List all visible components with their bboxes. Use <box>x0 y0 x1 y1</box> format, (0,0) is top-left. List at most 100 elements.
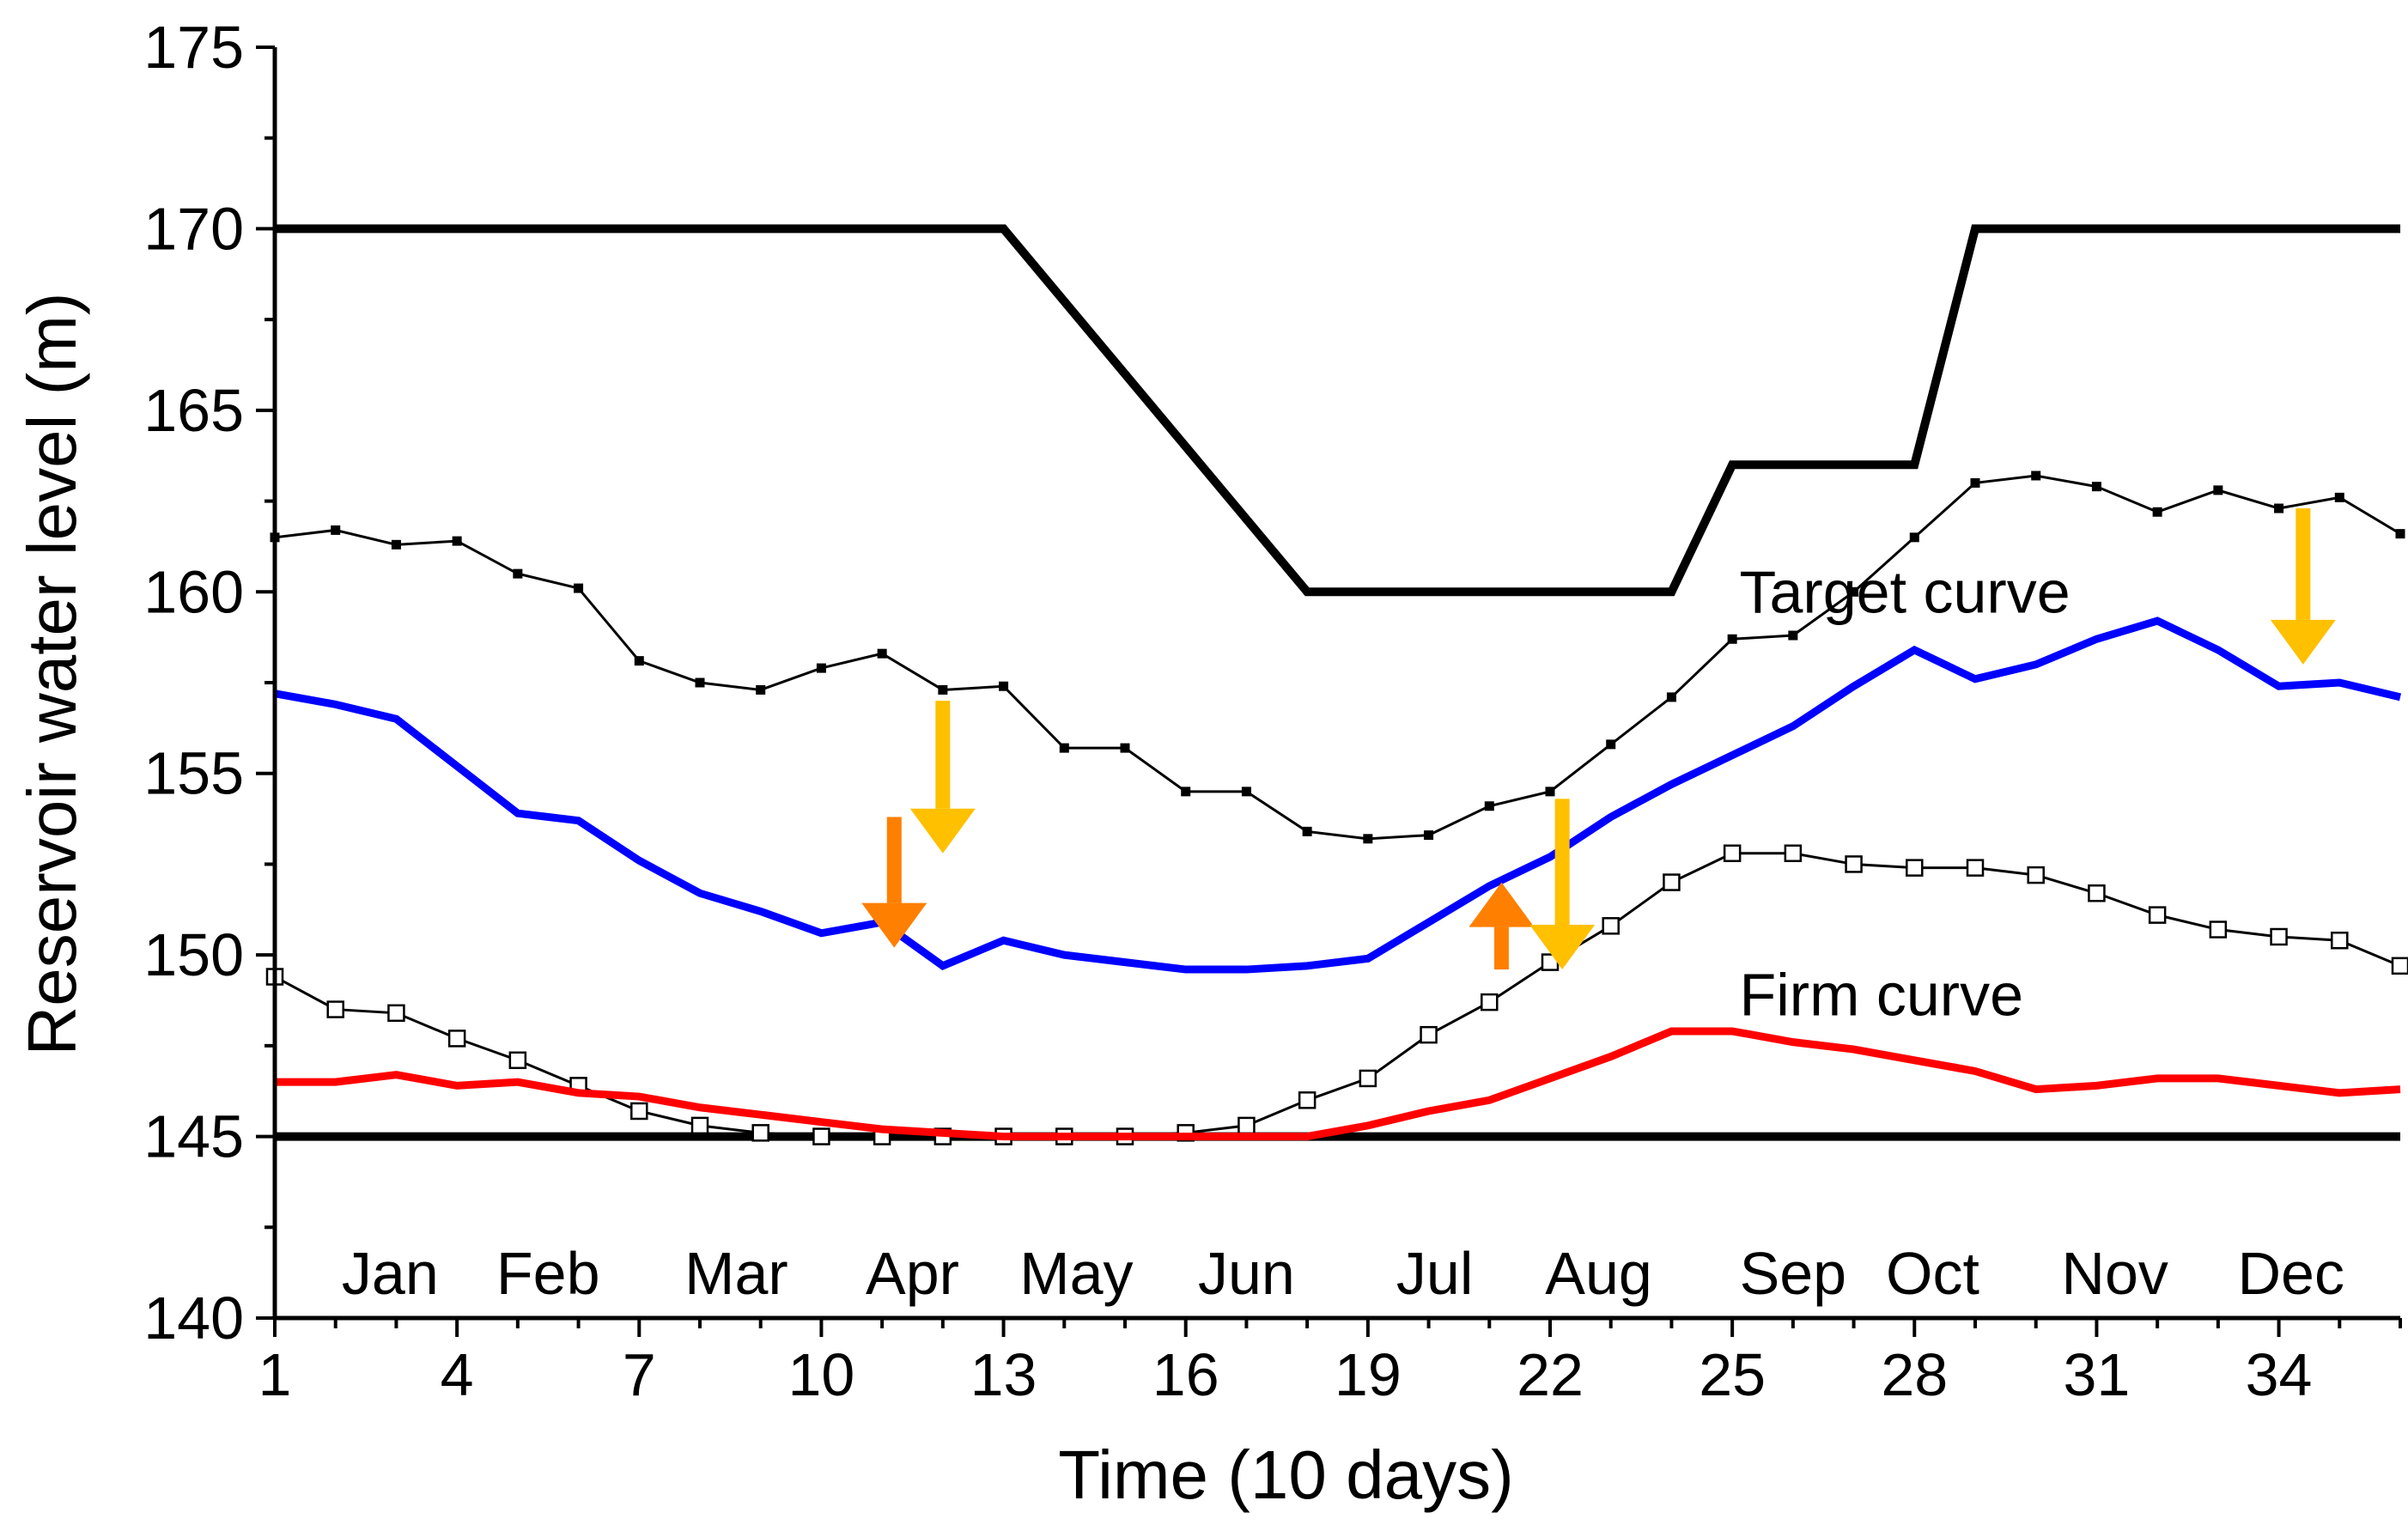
arrow-shaft <box>886 817 902 903</box>
arrow-down <box>1529 799 1596 970</box>
data-point <box>447 1030 466 1048</box>
arrow-layer <box>861 508 2336 970</box>
x-tick-label: 7 <box>623 1341 656 1408</box>
x-tick-label: 28 <box>1881 1341 1948 1408</box>
arrow-down <box>861 817 927 948</box>
y-tick-label: 140 <box>143 1285 244 1352</box>
series-firm-curve <box>275 1027 2401 1141</box>
data-point <box>2270 927 2288 946</box>
data-point <box>1181 787 1191 797</box>
month-label-mar: Mar <box>684 1240 788 1307</box>
arrow-up <box>1469 882 1535 970</box>
data-point <box>387 1004 405 1023</box>
data-point <box>1663 873 1681 891</box>
arrow-head <box>909 808 976 854</box>
data-point <box>1298 1091 1316 1109</box>
data-point <box>1966 859 1985 877</box>
data-point <box>326 1000 344 1018</box>
data-point <box>1424 830 1434 841</box>
annotations: Target curve Firm curve <box>1740 558 2071 1028</box>
x-tick-label: 34 <box>2246 1341 2313 1408</box>
data-point <box>1363 834 1373 844</box>
data-point <box>1784 844 1803 862</box>
month-label-apr: Apr <box>866 1240 959 1307</box>
data-point <box>2088 884 2106 902</box>
month-label-oct: Oct <box>1886 1240 1979 1307</box>
series-lower-dispatch-line <box>265 844 2408 1145</box>
data-point <box>1606 739 1616 750</box>
data-point <box>1845 855 1863 873</box>
series-layer <box>265 224 2408 1145</box>
data-point <box>2331 931 2349 950</box>
month-label-may: May <box>1019 1240 1133 1307</box>
data-point <box>756 684 766 695</box>
data-point <box>1909 532 1919 543</box>
data-point <box>1906 859 1924 877</box>
data-point <box>1359 1069 1377 1088</box>
month-label-feb: Feb <box>496 1240 600 1307</box>
ticks: 140 145 150 155 160 165 170 175 1 4 7 10 13 16 19 22 25 2… <box>143 14 2402 1408</box>
month-label-jul: Jul <box>1396 1240 1473 1307</box>
data-point <box>2209 920 2228 939</box>
y-tick-label: 170 <box>143 195 244 262</box>
data-point <box>1241 787 1251 797</box>
data-point <box>2391 957 2408 975</box>
month-label-jun: Jun <box>1198 1240 1295 1307</box>
x-tick-label: 31 <box>2063 1341 2130 1408</box>
data-point <box>1666 692 1676 702</box>
series-upper-limit <box>275 224 2400 597</box>
data-point <box>513 568 523 579</box>
data-point <box>391 539 401 550</box>
series-upper-dispatch-line <box>270 471 2405 844</box>
data-point <box>2148 906 2167 924</box>
data-point <box>1484 801 1494 811</box>
arrow-shaft <box>1493 926 1509 970</box>
arrow-shaft <box>1554 799 1570 926</box>
data-point <box>999 681 1009 691</box>
data-point <box>877 648 887 659</box>
data-point <box>634 656 644 666</box>
data-point <box>1237 1116 1256 1135</box>
x-tick-label: 10 <box>787 1341 854 1408</box>
y-tick-label: 160 <box>143 558 244 625</box>
data-point <box>2395 529 2405 539</box>
data-point <box>812 1127 830 1145</box>
data-point <box>2213 485 2223 495</box>
data-point <box>938 684 948 695</box>
series-line-upper-dispatch-line <box>274 474 2401 841</box>
x-tick-label: 4 <box>441 1341 474 1408</box>
x-tick-label: 1 <box>258 1341 292 1408</box>
target-curve-label: Target curve <box>1740 558 2071 625</box>
month-label-nov: Nov <box>2061 1240 2168 1307</box>
data-point <box>630 1102 648 1121</box>
data-point <box>452 536 462 546</box>
data-point <box>1481 993 1499 1012</box>
data-point <box>1120 743 1130 753</box>
series-line-firm-curve <box>275 1027 2401 1141</box>
x-tick-label: 16 <box>1152 1341 1219 1408</box>
data-point <box>574 583 584 593</box>
arrow-shaft <box>935 701 951 809</box>
series-line-lower-dispatch-line <box>274 852 2401 1139</box>
data-point <box>1970 477 1980 488</box>
y-tick-label: 155 <box>143 740 244 807</box>
data-point <box>2152 507 2162 517</box>
series-line-target-curve <box>274 617 2402 974</box>
series-line-upper-limit <box>275 224 2400 597</box>
data-point <box>2031 471 2041 481</box>
data-point <box>695 677 705 688</box>
data-point <box>1302 826 1312 836</box>
data-point <box>1059 743 1069 753</box>
data-point <box>1602 917 1620 935</box>
arrow-head <box>2270 619 2336 665</box>
y-axis-title: Reservoir water level (m) <box>14 292 90 1055</box>
data-point <box>1545 787 1555 797</box>
arrow-head <box>861 902 927 948</box>
data-point <box>690 1116 709 1135</box>
y-tick-label: 175 <box>143 14 244 81</box>
arrow-down <box>2270 508 2336 665</box>
data-point <box>2091 482 2101 492</box>
y-tick-label: 165 <box>143 377 244 444</box>
arrow-head <box>1469 882 1535 927</box>
